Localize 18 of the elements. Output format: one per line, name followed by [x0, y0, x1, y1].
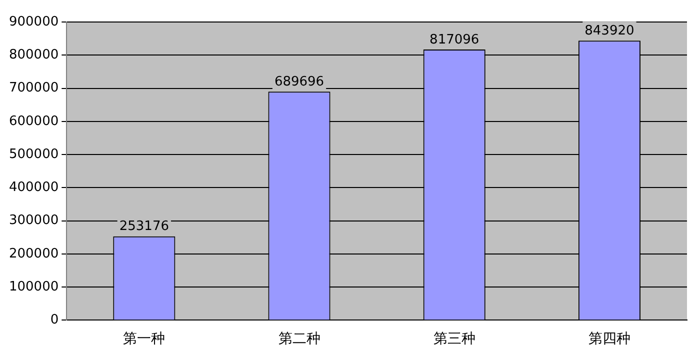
x-tick-label: 第一种 — [123, 331, 166, 348]
data-label: 689696 — [274, 74, 324, 90]
data-label: 817096 — [430, 32, 480, 48]
data-label: 253176 — [119, 219, 169, 234]
x-tick-label: 第四种 — [588, 331, 630, 348]
y-tick-label: 100000 — [8, 279, 59, 294]
y-tick-label: 500000 — [8, 146, 59, 162]
y-tick-label: 400000 — [8, 180, 59, 196]
y-tick-label: 0 — [50, 312, 59, 328]
x-tick-label: 第三种 — [433, 331, 476, 348]
x-tick-label: 第二种 — [278, 331, 320, 348]
y-tick-label: 300000 — [8, 213, 59, 228]
y-tick-label: 600000 — [8, 114, 59, 129]
y-tick-label: 200000 — [8, 246, 59, 262]
y-tick-label: 900000 — [8, 14, 59, 30]
y-tick-label: 800000 — [8, 48, 59, 63]
y-tick-label: 700000 — [8, 80, 59, 96]
data-label: 843920 — [584, 23, 634, 38]
